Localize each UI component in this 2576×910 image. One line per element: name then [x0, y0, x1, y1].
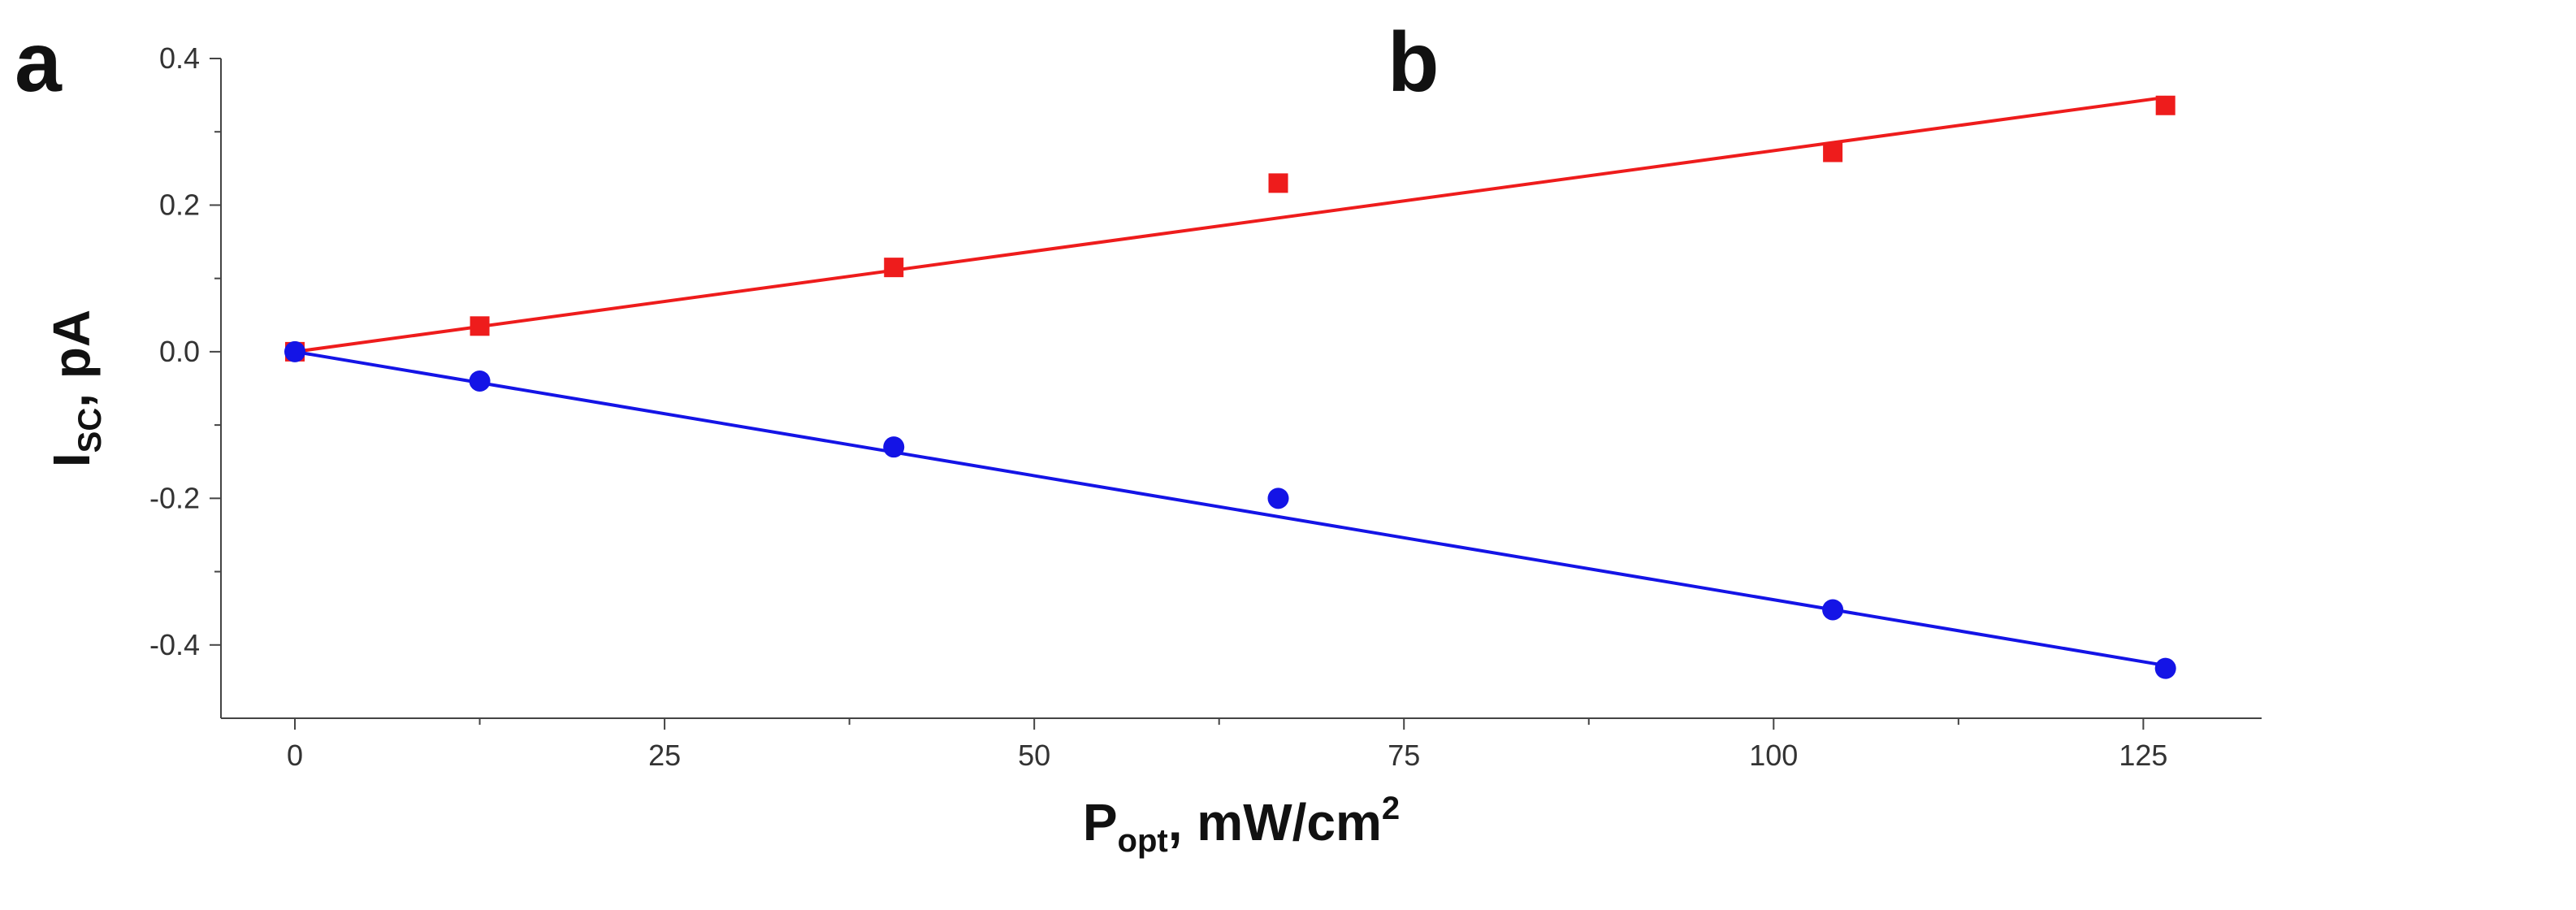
panel-a-y-axis-title: ISC, pA — [42, 310, 108, 467]
panel-a-data-point-square — [1823, 142, 1843, 162]
panel-b: b 0255075100125-0.15-0.10-0.050.000.050.… — [1388, 15, 1440, 110]
panel-a-fit-line — [294, 349, 2167, 668]
panel-a-data-point-square — [884, 258, 904, 278]
panel-a-x-tick-label: 125 — [2119, 739, 2167, 772]
panel-a-data-point-circle — [883, 436, 905, 458]
panel-a-y-tick-label: 0.0 — [159, 335, 200, 368]
panel-a-y-tick-label: 0.2 — [159, 188, 200, 221]
panel-a-data-point-circle — [1822, 599, 1844, 621]
panel-a-data-point-square — [1268, 173, 1288, 193]
panel-a-data-point-circle — [469, 370, 491, 392]
panel-a-data-point-circle — [1267, 488, 1289, 509]
panel-a-data-point-square — [470, 316, 490, 336]
panel-a-x-tick-label: 50 — [1018, 739, 1050, 772]
panel-a-data-point-square — [2155, 95, 2176, 115]
panel-a-x-tick-label: 25 — [648, 739, 681, 772]
panel-a-letter: a — [15, 15, 63, 110]
panel-a-x-tick-label: 0 — [287, 739, 303, 772]
panel-a-data-point-circle — [284, 340, 306, 362]
panel-a-x-axis-title: Popt, mW/cm2 — [1083, 791, 1400, 859]
panel-a-y-tick-label: 0.4 — [159, 41, 200, 75]
panel-a-x-tick-label: 100 — [1749, 739, 1798, 772]
panel-b-letter: b — [1388, 15, 1440, 110]
panel-a-y-tick-label: -0.2 — [149, 481, 200, 514]
panel-a-x-tick-label: 75 — [1388, 739, 1420, 772]
panel-a: a 0 25 50 75 100 125 -0.4 -0.2 0.0 0.2 0.4 Popt, mW… — [15, 15, 2262, 859]
panel-a-y-tick-label: -0.4 — [149, 628, 200, 661]
panel-a-fit-line — [294, 95, 2166, 353]
panel-a-data-point-circle — [2154, 657, 2176, 679]
